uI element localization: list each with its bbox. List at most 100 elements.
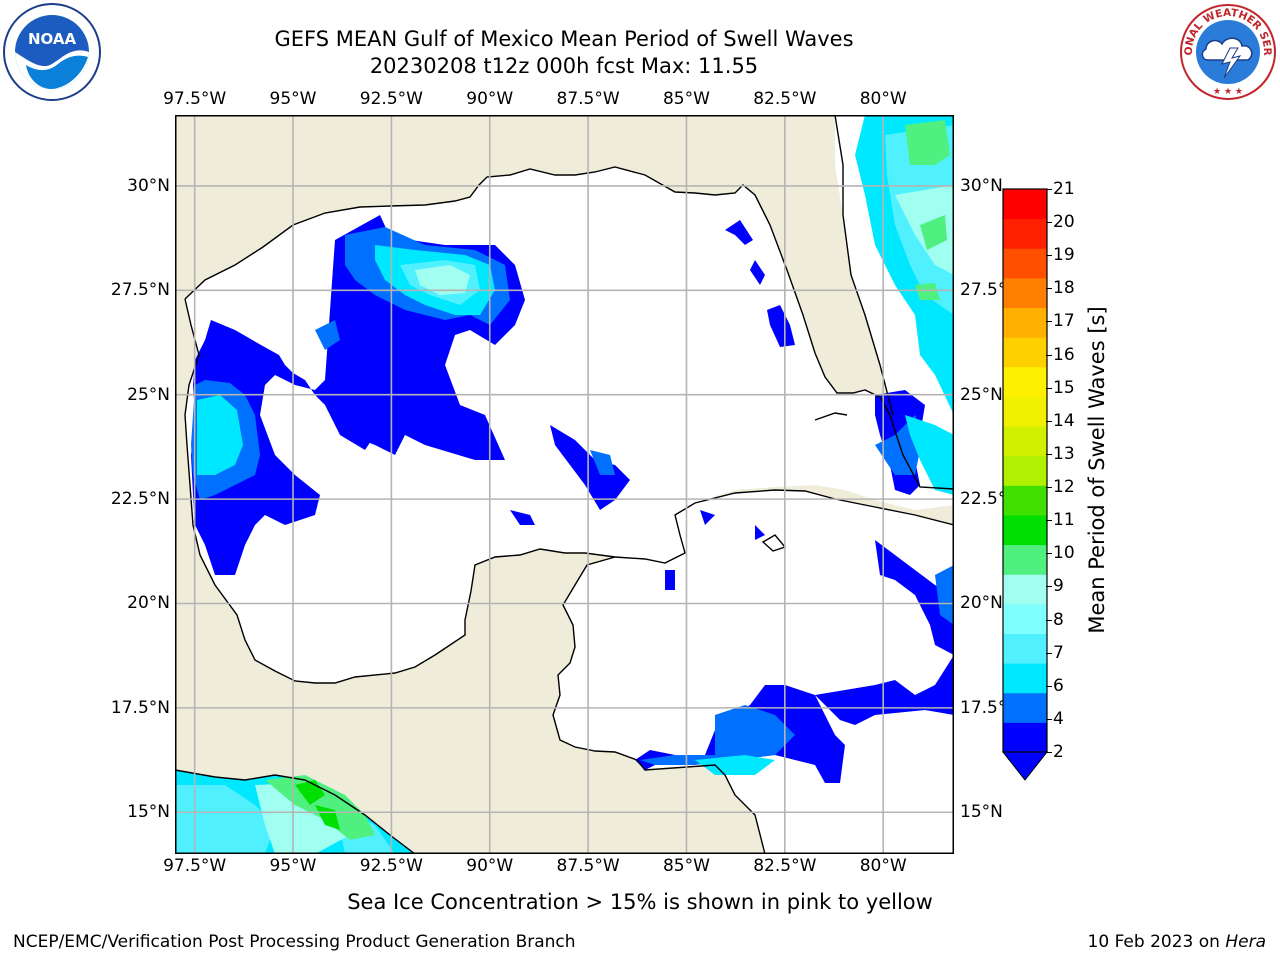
colorbar-swatch (1003, 307, 1047, 338)
nws-logo: NATIONAL WEATHER SERVICE ★ ★ ★ (1178, 2, 1276, 100)
svg-text:★ ★ ★: ★ ★ ★ (1213, 87, 1243, 97)
colorbar-tick-label: 14 (1053, 410, 1075, 431)
colorbar-swatch (1003, 633, 1047, 664)
map-title: GEFS MEAN Gulf of Mexico Mean Period of … (274, 27, 854, 51)
longitude-label: 80°W (859, 856, 907, 876)
colorbar-swatch (1003, 337, 1047, 368)
colorbar-swatch (1003, 574, 1047, 605)
colorbar-tick-mark (1046, 520, 1052, 522)
colorbar-tick-label: 4 (1053, 708, 1064, 729)
colorbar-tick-label: 12 (1053, 477, 1075, 498)
colorbar-tick-mark (1046, 487, 1052, 489)
colorbar-tick-mark (1046, 619, 1052, 621)
latitude-label: 15°N (127, 802, 170, 823)
colorbar-tick-mark (1046, 586, 1052, 588)
longitude-label: 90°W (466, 89, 514, 109)
colorbar-tick-label: 16 (1053, 344, 1075, 365)
footer-branch: NCEP/EMC/Verification Post Processing Pr… (13, 932, 576, 952)
colorbar-tick-label: 9 (1053, 576, 1064, 597)
longitude-label: 90°W (466, 856, 514, 876)
colorbar-swatch (1003, 544, 1047, 575)
colorbar-swatch (1003, 722, 1047, 753)
colorbar-tick-mark (1046, 652, 1052, 654)
colorbar-tick-mark (1046, 288, 1052, 290)
swell-period-map (175, 115, 954, 854)
colorbar-swatch (1003, 426, 1047, 457)
longitude-label: 95°W (269, 89, 317, 109)
colorbar-tick-label: 8 (1053, 609, 1064, 630)
colorbar-tick-mark (1046, 453, 1052, 455)
longitude-label: 97.5°W (163, 856, 227, 876)
colorbar-swatch (1003, 396, 1047, 427)
colorbar-tick-label: 13 (1053, 443, 1075, 464)
colorbar-swatch (1003, 277, 1047, 309)
latitude-label: 30°N (960, 175, 1003, 196)
colorbar-tick-mark (1046, 354, 1052, 356)
colorbar-tick-label: 15 (1053, 377, 1075, 398)
colorbar-tick-label: 19 (1053, 245, 1075, 266)
colorbar-tick-mark (1046, 718, 1052, 720)
colorbar-swatch (1003, 455, 1047, 486)
longitude-label: 92.5°W (359, 89, 423, 109)
colorbar-swatch (1003, 514, 1047, 546)
colorbar-tick-mark (1046, 553, 1052, 555)
colorbar-tick-mark (1046, 752, 1052, 753)
colorbar-tick-label: 21 (1053, 179, 1075, 199)
latitude-label: 25°N (960, 384, 1003, 405)
colorbar-swatch (1003, 248, 1047, 279)
colorbar-tick-label: 2 (1053, 742, 1064, 762)
colorbar-extend-arrow (1001, 751, 1049, 781)
map-subtitle: 20230208 t12z 000h fcst Max: 11.55 (369, 54, 759, 78)
sea-ice-note: Sea Ice Concentration > 15% is shown in … (347, 890, 933, 914)
latitude-label: 17.5°N (110, 697, 170, 718)
latitude-label: 27.5°N (110, 280, 170, 301)
colorbar-tick-label: 7 (1053, 642, 1064, 663)
longitude-label: 92.5°W (359, 856, 423, 876)
colorbar-frame (1002, 188, 1048, 753)
longitude-label: 95°W (269, 856, 317, 876)
latitude-label: 22.5°N (110, 489, 170, 510)
colorbar-swatch (1003, 485, 1047, 516)
latitude-label: 25°N (127, 384, 170, 405)
colorbar-swatch (1003, 218, 1047, 249)
colorbar-swatch (1003, 366, 1047, 397)
longitude-label: 85°W (662, 89, 710, 109)
colorbar-title: Mean Period of Swell Waves [s] (1085, 306, 1109, 634)
colorbar-tick-label: 20 (1053, 212, 1075, 233)
longitude-label: 87.5°W (556, 89, 620, 109)
footer-date: 10 Feb 2023 on Hera (1088, 932, 1266, 952)
colorbar (1001, 188, 1049, 781)
colorbar-swatch (1003, 189, 1047, 220)
colorbar-tick-mark (1046, 420, 1052, 422)
colorbar-tick-label: 18 (1053, 278, 1075, 299)
colorbar-tick-mark (1046, 321, 1052, 323)
colorbar-swatch (1003, 692, 1047, 723)
colorbar-tick-label: 17 (1053, 311, 1075, 332)
longitude-label: 80°W (859, 89, 907, 109)
graticule (175, 115, 954, 854)
longitude-label: 87.5°W (556, 856, 620, 876)
longitude-label: 82.5°W (753, 856, 817, 876)
latitude-label: 30°N (127, 175, 170, 196)
footer-date-text: 10 Feb 2023 on (1087, 932, 1220, 952)
colorbar-tick-mark (1046, 387, 1052, 389)
colorbar-tick-mark (1046, 685, 1052, 687)
map-frame (175, 115, 954, 854)
colorbar-tick-mark (1046, 222, 1052, 224)
colorbar-tick-label: 11 (1053, 510, 1075, 531)
noaa-logo-text: NOAA (28, 30, 77, 48)
colorbar-tick-mark (1046, 189, 1052, 190)
longitude-label: 97.5°W (163, 89, 227, 109)
colorbar-tick-mark (1046, 255, 1052, 257)
colorbar-tick-label: 10 (1053, 543, 1075, 564)
colorbar-swatch (1003, 663, 1047, 694)
colorbar-tick-label: 6 (1053, 675, 1064, 696)
noaa-logo: NOAA (3, 3, 101, 101)
longitude-label: 85°W (662, 856, 710, 876)
latitude-label: 20°N (127, 593, 170, 614)
latitude-label: 15°N (960, 802, 1003, 823)
colorbar-swatch (1003, 603, 1047, 634)
footer-host: Hera (1225, 932, 1266, 952)
longitude-label: 82.5°W (753, 89, 817, 109)
latitude-label: 20°N (960, 593, 1003, 614)
